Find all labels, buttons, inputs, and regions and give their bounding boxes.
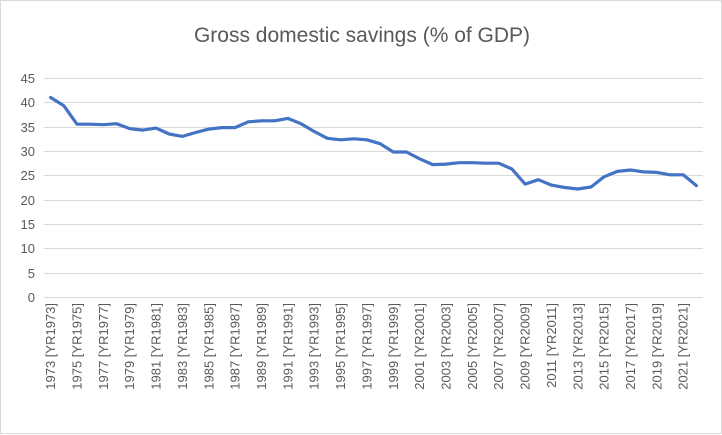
y-tick-label: 45 — [21, 71, 35, 86]
series-group — [48, 95, 699, 191]
x-tick-label: 1989 [YR1989] — [254, 303, 269, 390]
x-tick-label: 1979 [YR1979] — [122, 303, 137, 390]
y-tick-label: 10 — [21, 241, 35, 256]
x-tick-label: 1977 [YR1977] — [96, 303, 111, 390]
x-tick-label: 2009 [YR2009] — [518, 303, 533, 390]
x-tick-label: 1997 [YR1997] — [359, 303, 374, 390]
y-tick-label: 15 — [21, 217, 35, 232]
x-tick-label: 1999 [YR1999] — [386, 303, 401, 390]
x-tick-label: 2021 [YR2021] — [676, 303, 691, 390]
chart-title: Gross domestic savings (% of GDP) — [194, 24, 530, 47]
x-tick-label: 2011 [YR2011] — [544, 303, 559, 388]
x-tick-label: 1983 [YR1983] — [175, 303, 190, 390]
y-tick-label: 20 — [21, 193, 35, 208]
y-tick-label: 25 — [21, 168, 35, 183]
x-tick-label: 1985 [YR1985] — [201, 303, 216, 390]
series-line — [48, 95, 699, 191]
x-tick-label: 1975 [YR1975] — [70, 303, 85, 390]
x-tick-label: 2003 [YR2003] — [439, 303, 454, 390]
y-tick-label: 40 — [21, 95, 35, 110]
gridlines — [44, 78, 703, 298]
y-tick-label: 35 — [21, 120, 35, 135]
x-tick-label: 2019 [YR2019] — [649, 303, 664, 390]
x-tick-label: 1987 [YR1987] — [228, 303, 243, 390]
x-axis: 1973 [YR1973] 1975 [YR1975] 1977 [YR1977] 1… — [43, 303, 691, 390]
x-tick-label: 2001 [YR2001] — [412, 303, 427, 390]
x-tick-label: 2013 [YR2013] — [570, 303, 585, 390]
y-tick-label: 30 — [21, 144, 35, 159]
y-tick-label: 5 — [28, 266, 35, 281]
x-tick-label: 1995 [YR1995] — [333, 303, 348, 390]
y-axis: 0 5 10 15 20 25 30 35 40 45 — [21, 71, 35, 305]
x-tick-label: 1993 [YR1993] — [307, 303, 322, 390]
x-tick-label: 2005 [YR2005] — [465, 303, 480, 390]
x-tick-label: 1981 [YR1981] — [149, 303, 164, 390]
x-tick-label: 2007 [YR2007] — [491, 303, 506, 390]
x-tick-label: 1973 [YR1973] — [43, 303, 58, 390]
x-tick-label: 2017 [YR2017] — [623, 303, 638, 390]
y-tick-label: 0 — [28, 290, 35, 305]
x-tick-label: 2015 [YR2015] — [597, 303, 612, 390]
x-tick-label: 1991 [YR1991] — [280, 303, 295, 390]
